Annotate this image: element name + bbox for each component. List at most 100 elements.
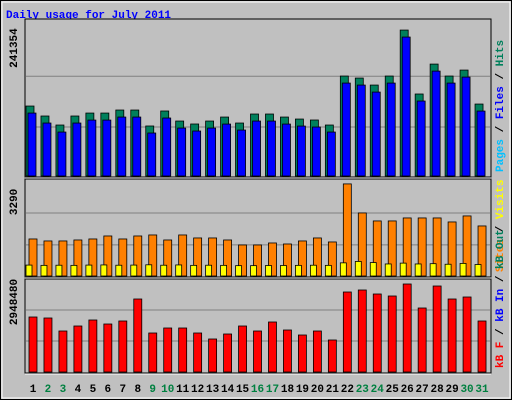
bar bbox=[446, 82, 456, 177]
bar bbox=[401, 36, 411, 177]
bar bbox=[268, 242, 277, 277]
bar bbox=[462, 215, 472, 277]
bar bbox=[253, 330, 262, 373]
y-tick-label: 2948480 bbox=[9, 279, 21, 325]
bar bbox=[55, 264, 63, 277]
bar bbox=[417, 307, 427, 373]
bar bbox=[324, 264, 332, 277]
bar bbox=[43, 240, 53, 277]
x-tick-label: 24 bbox=[371, 384, 385, 396]
bar bbox=[476, 110, 486, 177]
bar bbox=[57, 131, 67, 177]
bar bbox=[327, 241, 337, 277]
bar bbox=[27, 112, 37, 177]
bar bbox=[402, 283, 412, 373]
legend-entry: kB In bbox=[495, 289, 507, 322]
x-tick-label: 12 bbox=[191, 384, 204, 396]
bar bbox=[402, 217, 412, 277]
x-tick-label: 30 bbox=[460, 384, 473, 396]
legend: kB F / kB In / kB Out bbox=[495, 229, 507, 368]
bar bbox=[447, 221, 457, 277]
bar bbox=[207, 127, 217, 177]
bar bbox=[417, 217, 427, 277]
bar bbox=[477, 320, 487, 373]
x-tick-label: 8 bbox=[134, 384, 141, 396]
bar bbox=[432, 285, 442, 373]
bar bbox=[238, 325, 247, 373]
x-tick-label: 29 bbox=[445, 384, 458, 396]
bar bbox=[431, 70, 441, 177]
bar bbox=[132, 116, 142, 177]
bar bbox=[178, 234, 188, 277]
bar bbox=[267, 120, 276, 177]
bar bbox=[177, 127, 187, 177]
bar bbox=[205, 264, 213, 277]
bar bbox=[339, 262, 347, 277]
bar bbox=[115, 264, 123, 277]
bar bbox=[461, 76, 471, 177]
bar bbox=[237, 129, 246, 177]
bar bbox=[326, 131, 336, 177]
bar bbox=[311, 126, 321, 177]
bar bbox=[220, 264, 227, 277]
bar bbox=[372, 220, 382, 277]
bar bbox=[354, 261, 362, 277]
bar bbox=[25, 264, 33, 277]
bar bbox=[42, 122, 52, 177]
bar bbox=[342, 183, 352, 277]
bar bbox=[73, 239, 83, 277]
x-tick-label: 11 bbox=[176, 384, 190, 396]
bar bbox=[163, 327, 173, 373]
bar bbox=[297, 125, 306, 177]
x-tick-label: 13 bbox=[206, 384, 220, 396]
x-tick-label: 14 bbox=[221, 384, 235, 396]
bar bbox=[369, 262, 377, 277]
bar bbox=[58, 240, 68, 277]
bar bbox=[386, 82, 396, 177]
x-tick-label: 31 bbox=[475, 384, 489, 396]
bar bbox=[399, 262, 407, 277]
bar bbox=[40, 264, 48, 277]
bar bbox=[372, 293, 382, 373]
bar bbox=[208, 338, 218, 373]
bar bbox=[118, 238, 128, 277]
x-tick-label: 15 bbox=[236, 384, 250, 396]
bar bbox=[312, 330, 322, 373]
bar bbox=[43, 317, 53, 373]
bar bbox=[295, 264, 302, 277]
bar bbox=[70, 264, 78, 277]
bar bbox=[250, 265, 257, 277]
x-tick-label: 26 bbox=[401, 384, 414, 396]
bar bbox=[88, 319, 98, 373]
bar bbox=[145, 264, 153, 277]
bar bbox=[117, 116, 127, 177]
bar bbox=[252, 120, 261, 177]
bar bbox=[87, 119, 97, 177]
bar bbox=[444, 263, 452, 277]
legend-entry: kB F bbox=[495, 342, 507, 368]
bar bbox=[133, 235, 143, 277]
bar bbox=[283, 329, 292, 373]
bar bbox=[190, 264, 198, 277]
bar bbox=[327, 339, 337, 373]
x-tick-label: 21 bbox=[326, 384, 340, 396]
x-tick-label: 27 bbox=[416, 384, 429, 396]
bar bbox=[384, 263, 392, 277]
x-tick-label: 6 bbox=[105, 384, 112, 396]
bar bbox=[85, 264, 93, 277]
bar bbox=[133, 298, 143, 373]
x-tick-label: 2 bbox=[45, 384, 52, 396]
bar bbox=[130, 264, 138, 277]
bar bbox=[175, 264, 183, 277]
bar bbox=[342, 291, 352, 373]
bar bbox=[432, 217, 442, 277]
bar bbox=[282, 123, 291, 177]
x-tick-label: 17 bbox=[266, 384, 279, 396]
bar bbox=[73, 325, 83, 373]
bar bbox=[477, 225, 487, 277]
bar bbox=[298, 334, 307, 373]
bar bbox=[356, 84, 366, 177]
bar bbox=[193, 332, 203, 373]
legend-entry: Files bbox=[495, 86, 507, 119]
bar bbox=[103, 235, 113, 277]
